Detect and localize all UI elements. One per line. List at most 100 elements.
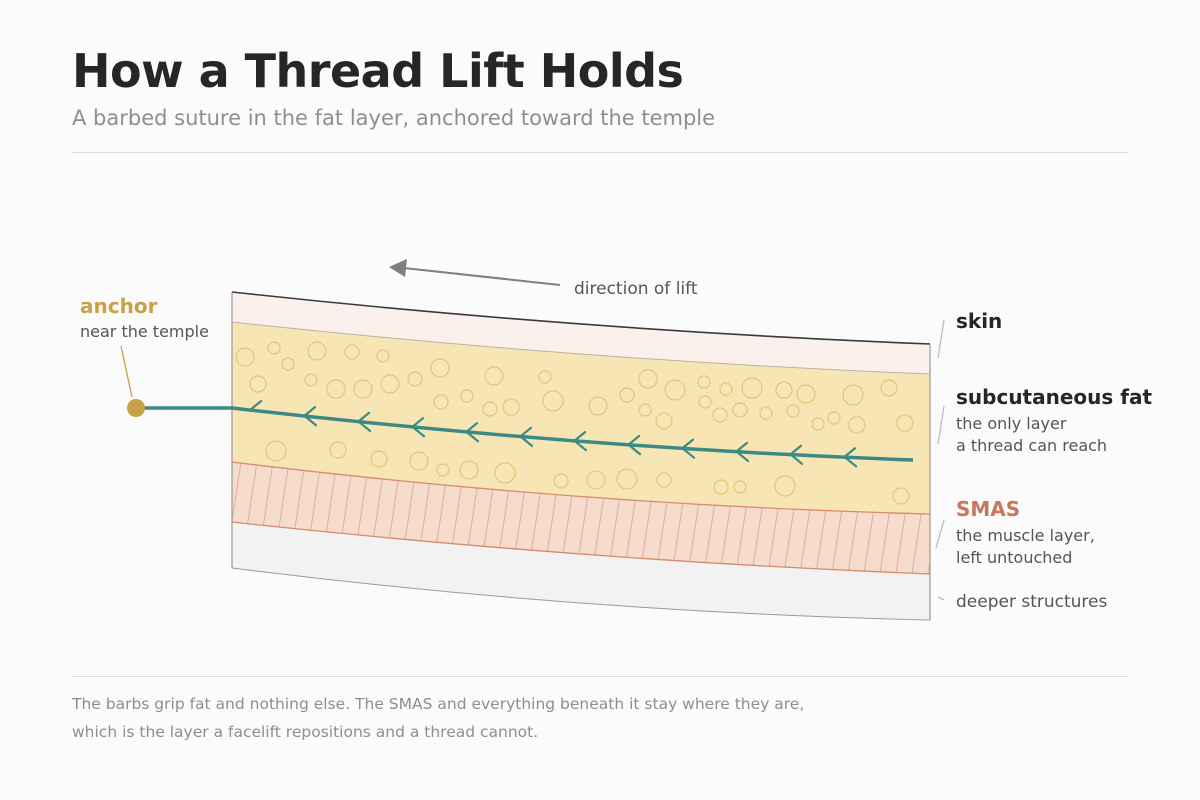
thread-barb	[626, 434, 641, 447]
page-subtitle: A barbed suture in the fat layer, anchor…	[72, 106, 716, 130]
deeper-structures-layer	[232, 522, 930, 620]
fat-bubble	[588, 396, 608, 416]
fat-bubble	[409, 451, 429, 471]
fat-bubble	[796, 384, 816, 404]
fat-bubble	[430, 358, 450, 378]
thread-barbs	[248, 399, 858, 468]
anchor-point	[127, 399, 145, 417]
page-title: How a Thread Lift Holds	[72, 44, 684, 98]
fat-bubble	[664, 379, 686, 401]
fat-bubble	[344, 344, 360, 360]
fat-bubble	[848, 416, 866, 434]
fat-bubble	[733, 480, 747, 494]
anchor-leader-line	[120, 345, 133, 398]
fat-bubble	[719, 382, 733, 396]
anchor-note: near the temple	[80, 322, 209, 341]
smas-leader-line	[935, 519, 945, 549]
fat-bubble	[811, 417, 825, 431]
thread-barb	[302, 406, 317, 418]
smas-layer	[232, 462, 930, 574]
fat-bubble	[267, 341, 281, 355]
smas-note-line1: the muscle layer,	[956, 526, 1095, 545]
thread-barb	[410, 417, 425, 429]
fat-bubble	[235, 347, 255, 367]
fat-bubble	[249, 375, 267, 393]
thread-barb	[573, 440, 588, 452]
fat-bubble	[786, 404, 800, 418]
smas-note-line2: left untouched	[956, 548, 1072, 567]
lift-arrow-shaft	[403, 267, 561, 286]
fat-bubble	[619, 387, 635, 403]
fat-leader-line	[937, 405, 945, 445]
fat-bubble	[638, 369, 658, 389]
fat-bubble	[697, 375, 711, 389]
fat-bubble	[842, 384, 864, 406]
fat-bubble	[759, 406, 773, 420]
caption-line-1: The barbs grip fat and nothing else. The…	[72, 695, 805, 713]
fat-label: subcutaneous fat	[956, 385, 1152, 409]
fat-bubble	[459, 460, 479, 480]
fat-bubble	[326, 379, 346, 399]
thread-barb	[734, 441, 749, 453]
fat-bubble	[880, 379, 898, 397]
deep-bottom-line	[231, 567, 931, 621]
fat-bubble	[655, 412, 673, 430]
thread-barb	[627, 444, 642, 456]
fat-bubble	[376, 349, 390, 363]
fat-bubble	[827, 411, 841, 425]
fat-bubble	[307, 341, 327, 361]
fat-bubble	[774, 475, 796, 497]
barbed-thread	[136, 406, 914, 462]
thread-barb	[518, 426, 533, 438]
thread-barb	[572, 431, 587, 443]
fat-bubble	[460, 389, 474, 403]
fat-bubble	[502, 398, 520, 416]
thread-barb	[411, 426, 426, 438]
fat-bubble	[698, 395, 712, 409]
thread-barb	[680, 438, 695, 450]
fat-bubble	[775, 381, 793, 399]
smas-label: SMAS	[956, 497, 1020, 521]
skin-fat-boundary	[231, 321, 931, 375]
thread-barb	[248, 399, 263, 412]
thread-barb	[788, 444, 803, 456]
thread-barb	[303, 415, 318, 427]
anchor-title: anchor	[80, 294, 158, 318]
fat-bubble	[265, 440, 287, 462]
fat-layer	[232, 322, 930, 514]
fat-bubble	[892, 487, 910, 505]
fat-bubble	[494, 462, 516, 484]
lift-arrow-head	[389, 259, 407, 277]
fat-bubble	[436, 463, 450, 477]
fat-bubble	[304, 373, 318, 387]
thread-barb	[681, 447, 696, 459]
fat-bubble	[741, 377, 763, 399]
fat-bubble	[616, 468, 638, 490]
caption: The barbs grip fat and nothing else. The…	[72, 690, 832, 746]
thread-barb	[357, 420, 372, 433]
fat-smas-boundary	[231, 461, 931, 515]
fat-note-line2: a thread can reach	[956, 436, 1107, 455]
fat-bubble	[370, 450, 388, 468]
fat-bubble	[712, 407, 728, 423]
fat-bubble	[538, 370, 552, 384]
fat-bubble	[433, 394, 449, 410]
fat-bubble	[713, 479, 729, 495]
thread-barb	[464, 422, 479, 434]
thread-barb	[843, 456, 858, 468]
skin-label: skin	[956, 309, 1002, 333]
fat-bubble	[638, 403, 652, 417]
fat-bubble	[542, 390, 564, 412]
fat-bubble	[484, 366, 504, 386]
skin-leader-line	[937, 319, 945, 359]
fat-bubble	[281, 357, 295, 371]
smas-deep-boundary	[231, 521, 931, 575]
skin-layer	[232, 292, 930, 374]
fat-bubble	[553, 473, 569, 489]
thread-barb	[735, 450, 750, 463]
fat-bubble	[407, 371, 423, 387]
footer-divider	[72, 676, 1128, 677]
fat-bubble	[380, 374, 400, 394]
deep-leader-line	[937, 596, 945, 601]
